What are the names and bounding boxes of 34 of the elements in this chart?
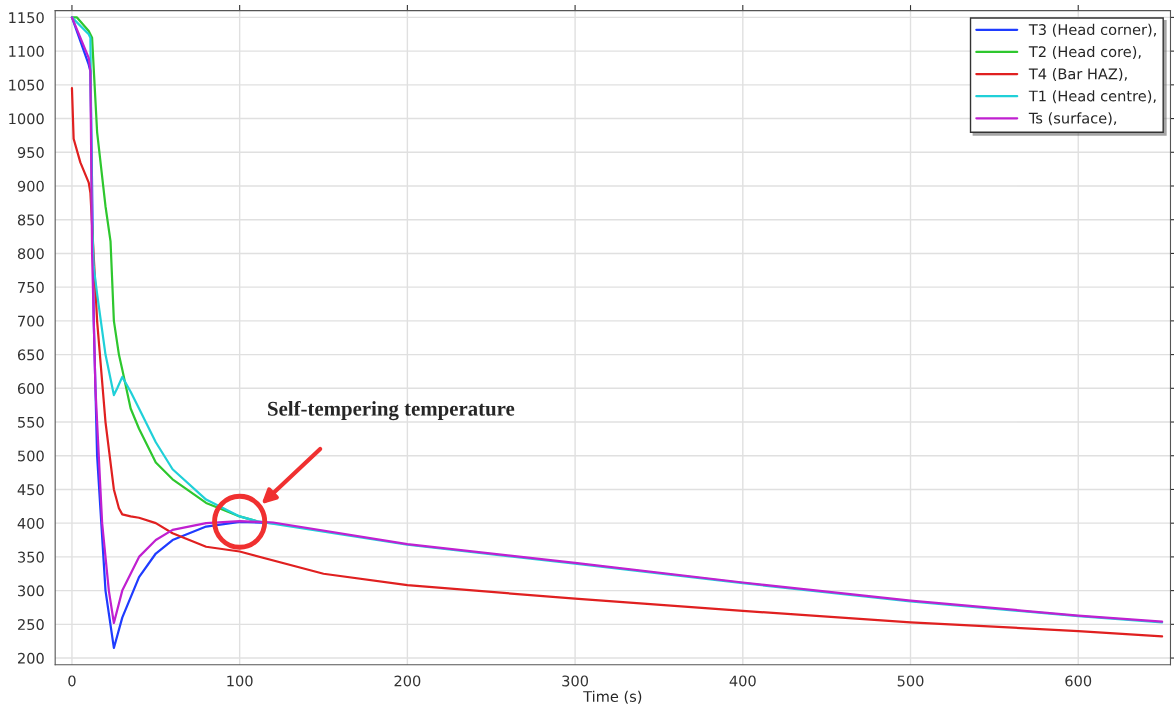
x-tick-label: 500 [897, 675, 924, 687]
legend-label: Ts (surface), [1028, 112, 1117, 126]
y-tick-label: 1050 [9, 79, 44, 91]
y-tick-label: 550 [18, 416, 44, 428]
y-tick-label: 250 [17, 619, 44, 631]
x-tick-label: 300 [562, 675, 589, 687]
y-tick-label: 500 [18, 450, 44, 462]
x-tick-label: 0 [68, 675, 76, 687]
legend-label: T3 (Head corner), [1028, 23, 1156, 37]
y-tick-label: 650 [17, 349, 44, 361]
y-tick-label: 750 [18, 281, 44, 293]
y-tick-label: 350 [18, 551, 44, 563]
x-tick-label: 400 [729, 675, 756, 687]
y-tick-label: 850 [17, 214, 44, 226]
x-tick-label: 100 [227, 675, 253, 687]
legend-label: T1 (Head centre), [1028, 90, 1156, 104]
y-tick-label: 1150 [9, 12, 44, 24]
legend-label: T4 (Bar HAZ), [1028, 68, 1127, 82]
y-tick-label: 900 [17, 180, 44, 192]
y-tick-label: 600 [17, 383, 44, 395]
y-tick-label: 400 [17, 517, 44, 529]
y-tick-label: 950 [17, 147, 44, 159]
y-tick-label: 300 [18, 585, 44, 597]
y-tick-label: 1000 [9, 113, 44, 125]
y-tick-label: 800 [17, 248, 44, 260]
legend-label: T2 (Head core), [1028, 45, 1141, 59]
y-tick-label: 700 [18, 315, 44, 327]
x-axis-title: Time (s) [583, 690, 642, 704]
x-tick-label: 200 [394, 675, 421, 687]
annotation: Self-tempering temperature [268, 400, 515, 421]
y-tick-label: 200 [17, 652, 44, 664]
x-tick-label: 600 [1065, 675, 1092, 687]
y-tick-label: 450 [17, 484, 44, 496]
y-tick-label: 1100 [9, 45, 44, 57]
